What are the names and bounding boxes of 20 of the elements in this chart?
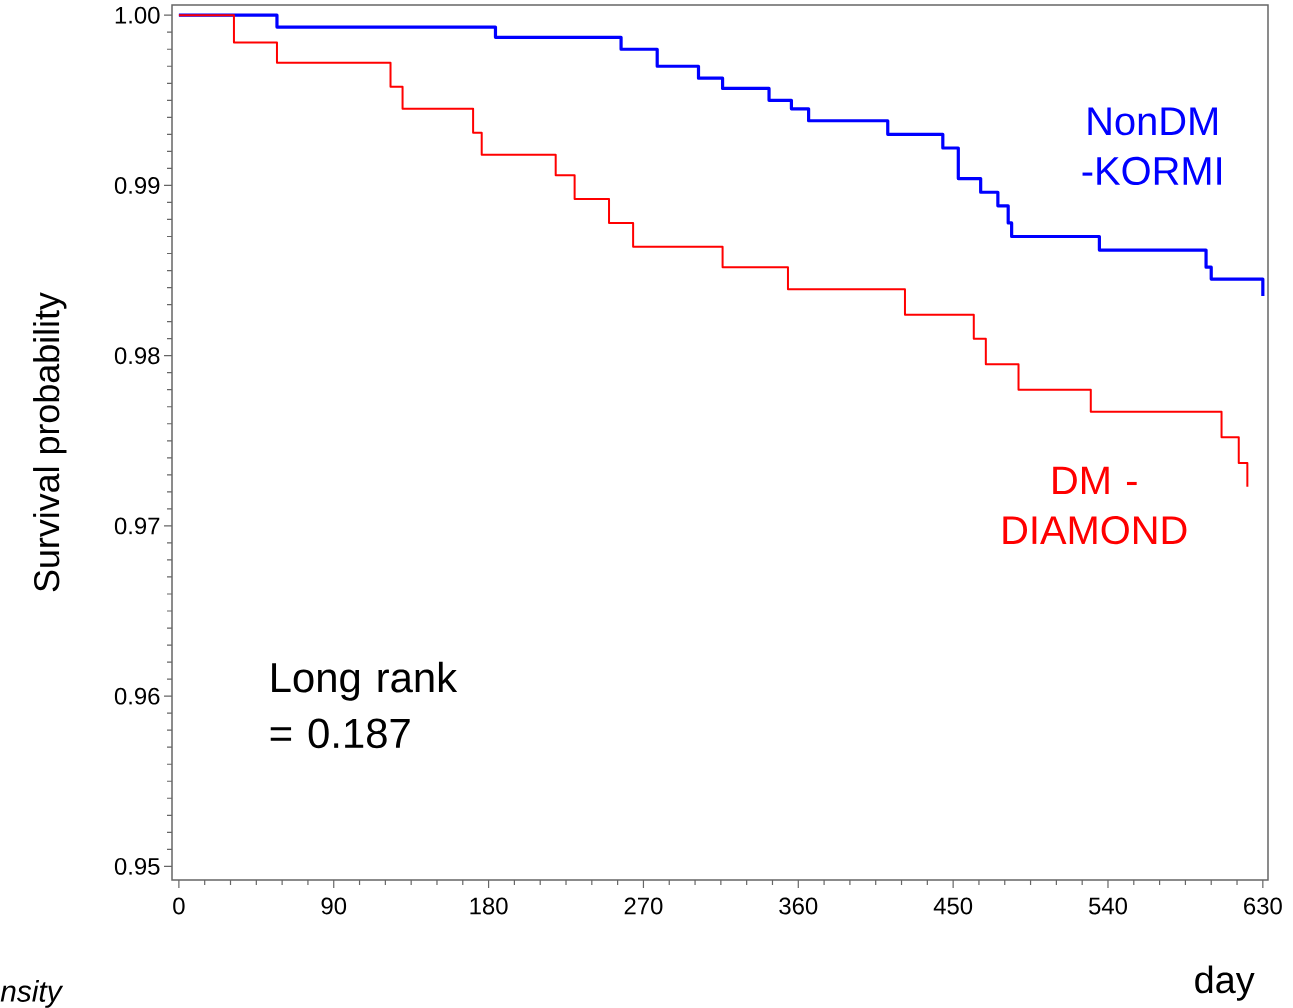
y-tick-label: 0.96 [114, 687, 160, 705]
y-axis-title: Survival probability [33, 292, 67, 592]
x-axis-title: day [1195, 965, 1255, 1001]
y-tick-label: 0.97 [114, 517, 160, 535]
y-tick-label: 0.98 [114, 347, 160, 365]
x-tick-label: 450 [933, 897, 973, 915]
x-tick-label: 270 [624, 897, 663, 915]
text: nsity [0, 979, 64, 1008]
annotation: Long rank = 0.187 [270, 661, 458, 749]
x-tick-label: 90 [321, 897, 347, 915]
x-tick-label: 360 [779, 897, 818, 915]
series-label: NonDM -KORMI [1082, 107, 1221, 186]
y-tick-label: 0.95 [114, 857, 160, 875]
y-tick-label: 0.99 [114, 176, 160, 194]
x-tick-label: 540 [1088, 897, 1127, 915]
x-tick-label: 630 [1244, 897, 1282, 915]
series-label: DM -DIAMOND [1003, 466, 1187, 545]
y-tick-label: 1.00 [115, 6, 160, 24]
x-tick-label: 0 [173, 897, 185, 915]
x-tick-label: 180 [470, 897, 508, 915]
